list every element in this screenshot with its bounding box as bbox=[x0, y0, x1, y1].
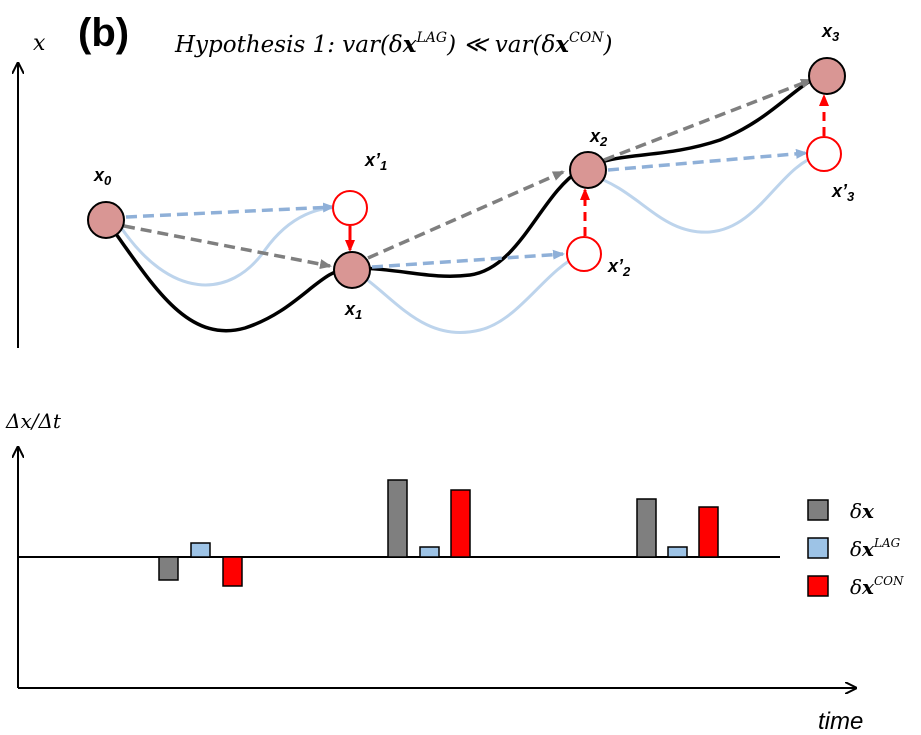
predicted-curve-2 bbox=[351, 253, 581, 334]
panel-label: (b) bbox=[78, 11, 129, 55]
legend-swatch-dx bbox=[807, 499, 829, 521]
actual-trajectory bbox=[104, 70, 826, 333]
bar-dx-1 bbox=[158, 556, 179, 581]
node-x2 bbox=[569, 151, 607, 189]
label-x1-pred: x’1 bbox=[364, 150, 387, 173]
gray-arrow-x2-x3 bbox=[603, 78, 813, 162]
top-y-axis-label: x bbox=[33, 31, 46, 56]
hypothesis-title: Hypothesis 1: var(δxLAG) ≪ var(δxCON) bbox=[174, 30, 612, 58]
node-x3-pred bbox=[806, 136, 842, 172]
legend-label-dxcon: δxCON bbox=[850, 574, 904, 599]
node-x1 bbox=[333, 251, 371, 289]
gray-arrow-x1-x2 bbox=[367, 170, 565, 260]
label-x1: x1 bbox=[344, 299, 362, 322]
node-x1-pred bbox=[332, 190, 368, 226]
bar-dxcon-1 bbox=[222, 556, 243, 587]
bar-dxcon-2 bbox=[450, 489, 471, 558]
bar-dxlag-1 bbox=[190, 542, 211, 558]
legend-label-dx: δx bbox=[850, 499, 875, 523]
bottom-y-axis-label: Δx/Δt bbox=[5, 409, 62, 433]
gray-arrow-x0-x1 bbox=[123, 224, 332, 270]
legend: δx δxLAG δxCON bbox=[807, 499, 904, 599]
blue-arrow-x1-x2p bbox=[371, 249, 565, 269]
bar-dx-3 bbox=[636, 498, 657, 558]
bottom-x-axis-label: time bbox=[818, 708, 863, 735]
bar-dxcon-3 bbox=[698, 506, 719, 558]
bar-dxlag-3 bbox=[667, 546, 688, 558]
node-x3 bbox=[808, 57, 846, 95]
legend-swatch-dxlag bbox=[807, 537, 829, 559]
label-x0: x0 bbox=[93, 165, 112, 188]
legend-label-dxlag: δxLAG bbox=[850, 536, 901, 561]
legend-swatch-dxcon bbox=[807, 575, 829, 597]
label-x3-pred: x’3 bbox=[831, 181, 855, 204]
predicted-curve-1 bbox=[118, 206, 349, 287]
label-x3: x3 bbox=[821, 21, 840, 44]
node-x2-pred bbox=[566, 236, 602, 272]
blue-arrow-x0-x1p bbox=[125, 202, 335, 219]
bar-dxlag-2 bbox=[419, 546, 440, 558]
label-x2: x2 bbox=[589, 126, 608, 149]
bar-dx-2 bbox=[387, 479, 408, 558]
predicted-curve-3 bbox=[589, 153, 821, 234]
label-x2-pred: x’2 bbox=[607, 256, 631, 279]
node-x0 bbox=[87, 201, 125, 239]
